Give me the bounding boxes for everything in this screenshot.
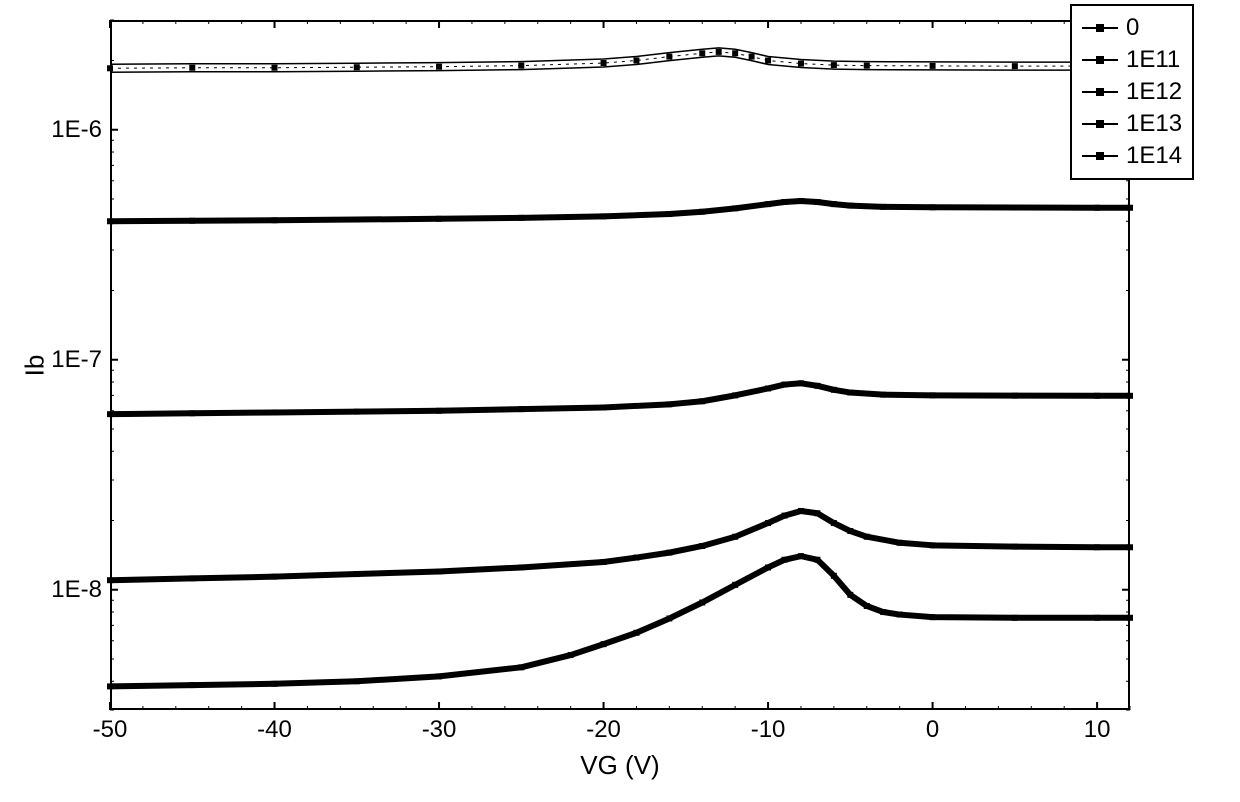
y-tick-label: 1E-7 [40,346,102,374]
x-tick-label: -20 [586,716,621,744]
legend-item: 1E14 [1082,140,1182,172]
legend-item: 1E11 [1082,44,1182,76]
chart-svg [0,0,1240,802]
legend-label: 0 [1126,14,1139,42]
x-tick-label: -50 [93,716,128,744]
x-tick-label: -10 [751,716,786,744]
legend-label: 1E14 [1126,142,1182,170]
legend-item: 1E13 [1082,108,1182,140]
y-tick-label: 1E-8 [40,576,102,604]
legend-label: 1E11 [1126,46,1180,74]
y-tick-label: 1E-6 [40,116,102,144]
x-tick-label: -40 [257,716,292,744]
legend-item: 0 [1082,12,1182,44]
x-tick-label: 0 [926,716,939,744]
legend-label: 1E13 [1126,110,1182,138]
legend-item: 1E12 [1082,76,1182,108]
legend-label: 1E12 [1126,78,1182,106]
legend: 0 1E11 1E12 1E13 1E14 [1070,4,1194,180]
x-axis-label: VG (V) [570,750,670,781]
x-tick-label: 10 [1084,716,1111,744]
x-tick-label: -30 [422,716,457,744]
